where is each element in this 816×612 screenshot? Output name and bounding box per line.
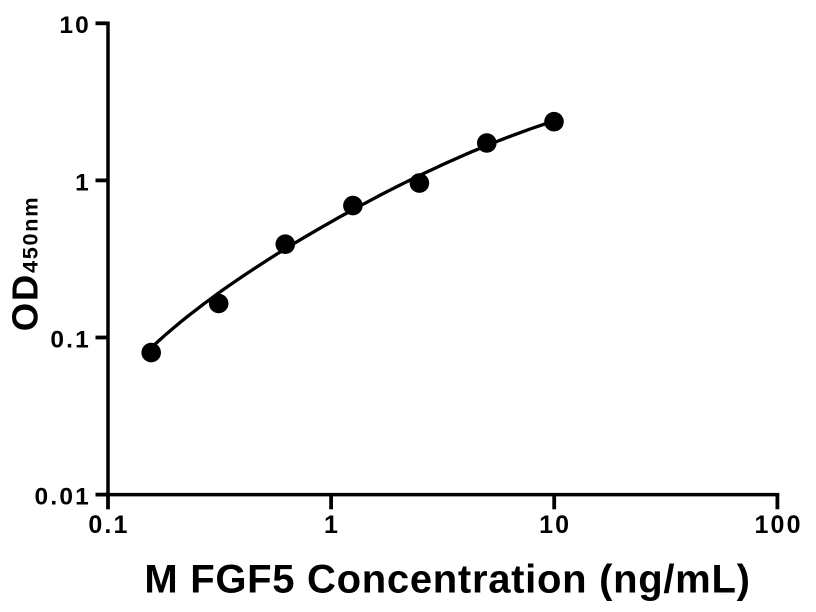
svg-text:10: 10 xyxy=(539,511,571,539)
svg-text:M FGF5 Concentration (ng/mL): M FGF5 Concentration (ng/mL) xyxy=(144,558,750,602)
svg-text:0.1: 0.1 xyxy=(50,326,91,353)
svg-text:10: 10 xyxy=(59,12,91,39)
svg-text:1: 1 xyxy=(324,511,340,539)
svg-text:OD450nm: OD450nm xyxy=(5,196,46,331)
svg-text:0.1: 0.1 xyxy=(88,511,129,539)
svg-text:0.01: 0.01 xyxy=(35,484,91,511)
svg-text:1: 1 xyxy=(75,169,91,196)
svg-text:100: 100 xyxy=(754,511,802,539)
